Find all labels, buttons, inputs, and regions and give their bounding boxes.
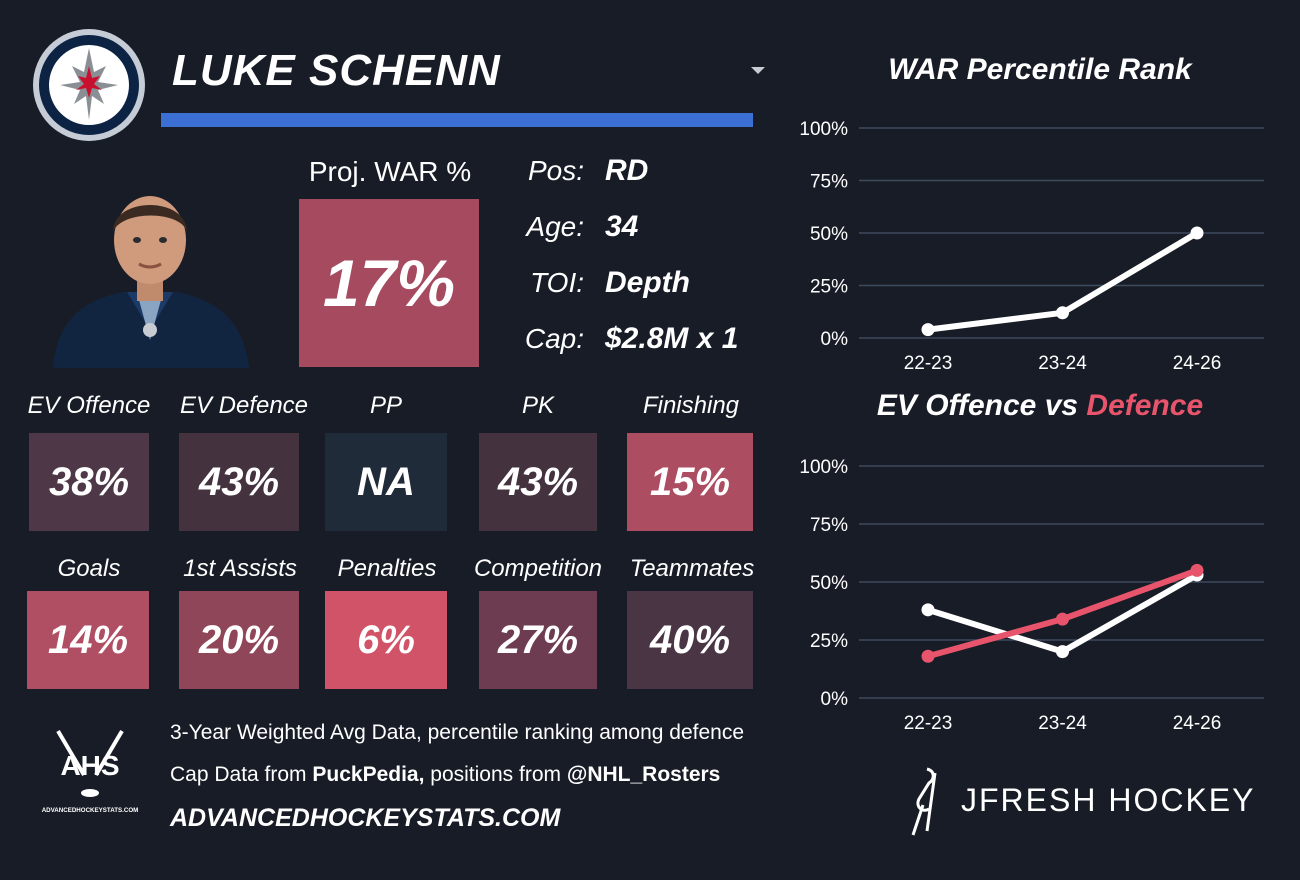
ev-chart-ytick-label: 50% [810,573,848,594]
finishing-label: Finishing [642,392,740,419]
penalties-value: 6% [325,591,447,689]
pos-label: Pos: [527,155,584,186]
penalties-label: Penalties [337,555,437,582]
ev-offence-value: 38% [29,433,149,531]
cap-label: Cap: [524,323,584,354]
age-label: Age: [526,211,584,242]
goals-label: Goals [57,555,121,582]
goals-value: 14% [27,591,149,689]
player-name: LUKE SCHENN [172,46,501,95]
ev-chart-xtick-label: 22-23 [904,713,953,734]
nhl-rosters-link[interactable]: @NHL_Rosters [566,763,721,786]
age-value: 34 [605,210,639,243]
war-chart-data-point [1190,226,1204,240]
jfresh-hockey-logo: JFRESH HOCKEY [911,767,1255,836]
ev-chart-data-point [921,603,935,617]
war-chart-ytick-label: 75% [810,172,848,193]
war-chart-xtick-label: 22-23 [904,353,953,374]
finishing-value: 15% [627,433,753,531]
puckpedia-link[interactable]: PuckPedia, [312,763,425,786]
war-chart-ytick-label: 25% [810,277,848,298]
war-chart-title: WAR Percentile Rank [888,53,1192,86]
toi-label: TOI: [530,267,584,298]
ahs-logo-text: AHS [60,750,119,781]
toi-value: Depth [605,266,690,299]
war-chart-data-point [1056,306,1069,320]
cap-value: $2.8M x 1 [605,322,739,355]
ev-defence-value: 43% [179,433,299,531]
footer-note-sources: Cap Data from PuckPedia, positions from … [170,763,721,786]
ev-chart-xtick-label: 23-24 [1038,713,1087,734]
war-chart-ytick-label: 100% [799,119,848,140]
ahs-website-link[interactable]: ADVANCEDHOCKEYSTATS.COM [170,804,561,832]
proj-war-label: Proj. WAR % [308,156,472,187]
ev-offence-label: EV Offence [27,392,151,419]
pp-label: PP [369,392,402,419]
ev-chart-xtick-label: 24-26 [1173,713,1222,734]
first-assists-label: 1st Assists [183,555,297,582]
proj-war-value: 17% [299,199,479,367]
ev-chart-ytick-label: 0% [821,689,849,710]
war-chart-xtick-label: 24-26 [1173,353,1222,374]
ev-chart-data-point [1190,563,1204,577]
ev-chart-ytick-label: 100% [799,457,848,478]
footer-note-data: 3-Year Weighted Avg Data, percentile ran… [170,721,744,744]
war-chart-data-point [921,323,935,337]
war-percentile-chart: 0% 25% 50% 75% 100% 22-23 23-24 24-26 [799,119,1264,374]
ev-chart-data-point [1056,612,1069,626]
pp-value: NA [325,433,447,531]
ev-defence-label: EV Defence [179,392,309,419]
jfresh-hockey-text: JFRESH HOCKEY [961,782,1255,818]
defence-title-part: Defence [1086,389,1204,422]
teammates-value: 40% [627,591,753,689]
pk-label: PK [521,392,554,419]
ev-chart-title: EV Offence vs Defence [876,389,1204,422]
war-chart-xtick-label: 23-24 [1038,353,1087,374]
ev-offence-defence-chart: 0% 25% 50% 75% 100% 22-23 23-24 24-26 [799,457,1264,734]
name-underline [161,113,753,127]
ev-chart-ytick-label: 75% [810,515,848,536]
pos-value: RD [605,154,649,187]
competition-value: 27% [479,591,597,689]
first-assists-value: 20% [179,591,299,689]
war-chart-ytick-label: 0% [821,329,849,350]
player-headshot [53,196,249,368]
ahs-logo-subtext: ADVANCEDHOCKEYSTATS.COM [42,807,139,814]
war-chart-ytick-label: 50% [810,224,848,245]
dropdown-caret-icon[interactable] [751,67,765,74]
ev-chart-ytick-label: 25% [810,631,848,652]
ev-chart-data-point [1056,645,1069,659]
competition-label: Competition [473,555,603,582]
teammates-label: Teammates [629,555,755,582]
pk-value: 43% [479,433,597,531]
ahs-logo: AHS ADVANCEDHOCKEYSTATS.COM [42,729,139,814]
team-logo [33,29,145,141]
ev-chart-data-point [921,649,935,663]
